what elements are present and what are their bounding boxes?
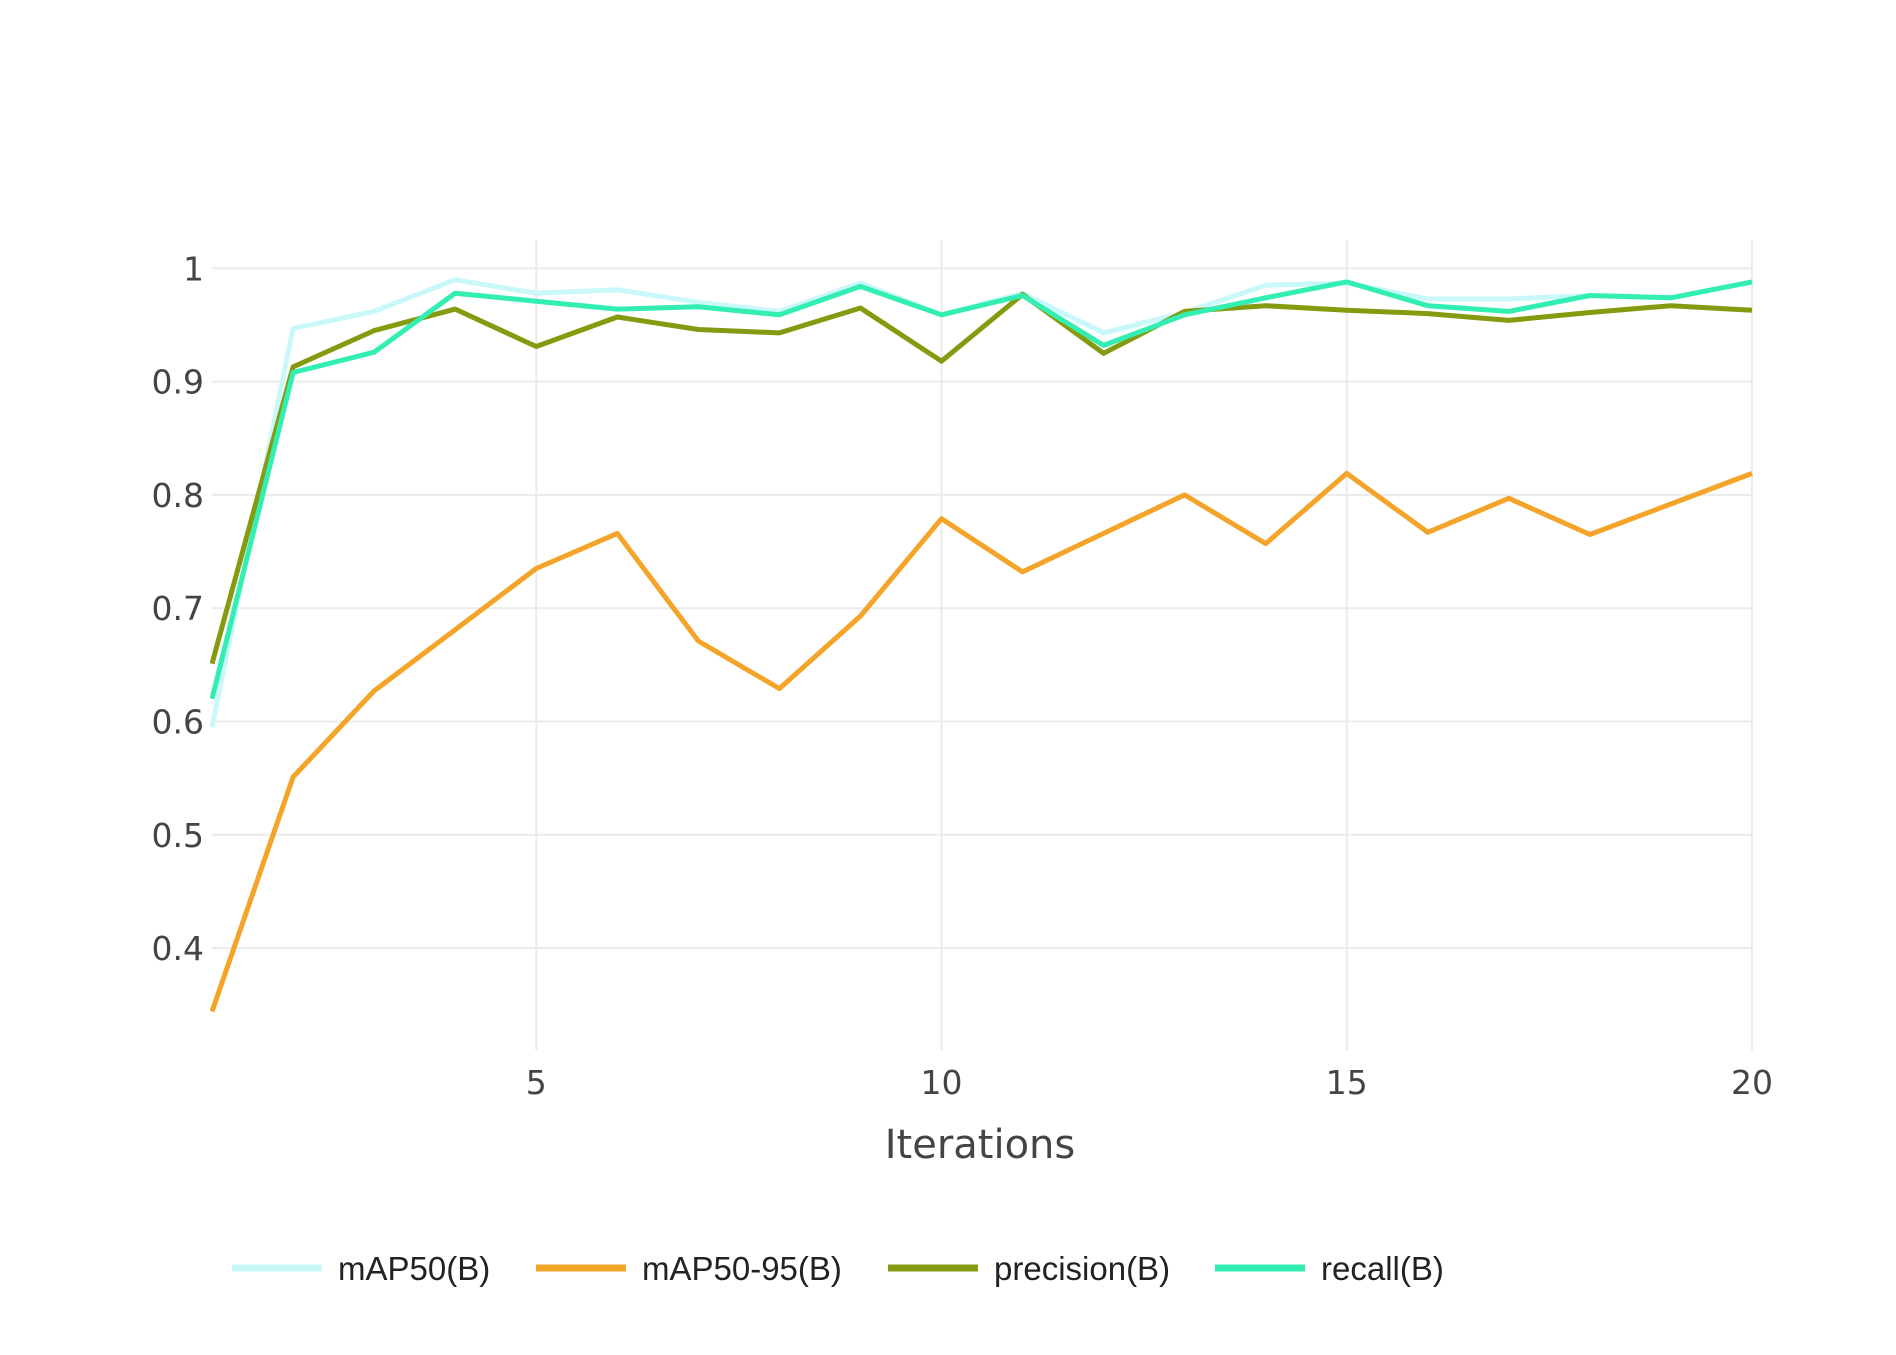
y-tick-label: 1 bbox=[183, 249, 204, 288]
legend-item[interactable]: mAP50(B) bbox=[232, 1250, 490, 1287]
tick-labels: 0.40.50.60.70.80.915 10 15 20 bbox=[152, 249, 1773, 1102]
series-line-precision-b bbox=[210, 291, 1753, 665]
legend-label: recall(B) bbox=[1321, 1250, 1444, 1287]
series-layer bbox=[210, 277, 1753, 1013]
y-tick-label: 0.9 bbox=[152, 363, 204, 402]
legend[interactable]: mAP50(B) mAP50-95(B) precision(B) recall(B) bbox=[232, 1250, 1444, 1287]
y-tick-label: 0.5 bbox=[152, 816, 204, 855]
x-tick-label: 5 bbox=[526, 1063, 547, 1102]
x-tick-label: 20 bbox=[1731, 1063, 1773, 1102]
legend-label: mAP50(B) bbox=[338, 1250, 490, 1287]
grid-layer bbox=[212, 240, 1753, 1050]
x-axis-title: Iterations bbox=[885, 1122, 1076, 1168]
legend-label: mAP50-95(B) bbox=[642, 1250, 842, 1287]
y-tick-label: 0.4 bbox=[152, 929, 204, 968]
legend-item[interactable]: precision(B) bbox=[888, 1250, 1170, 1287]
legend-item[interactable]: mAP50-95(B) bbox=[536, 1250, 842, 1287]
series-line-recall-b bbox=[210, 279, 1753, 700]
legend-label: precision(B) bbox=[994, 1250, 1170, 1287]
legend-item[interactable]: recall(B) bbox=[1215, 1250, 1444, 1287]
y-tick-label: 0.7 bbox=[152, 589, 204, 628]
x-tick-label: 15 bbox=[1326, 1063, 1368, 1102]
x-tick-label: 10 bbox=[920, 1063, 962, 1102]
series-line-map50-95-b bbox=[210, 470, 1753, 1013]
y-tick-label: 0.8 bbox=[152, 476, 204, 515]
y-tick-label: 0.6 bbox=[152, 702, 204, 741]
